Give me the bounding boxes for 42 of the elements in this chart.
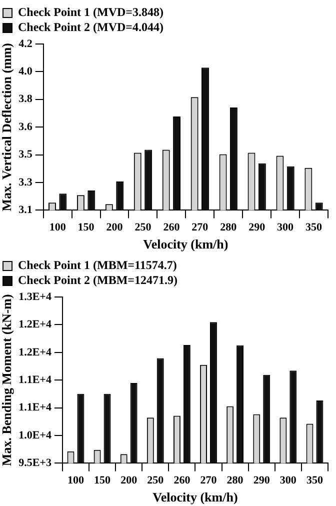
x-tick-label: 200 — [120, 474, 138, 487]
x-tick-label: 290 — [248, 222, 266, 234]
legend-label: Check Point 2 (MBM=12471.9) — [18, 273, 178, 288]
x-tick-label: 280 — [220, 222, 238, 234]
y-tick-label: 3.1 — [18, 204, 32, 216]
x-tick-label: 280 — [226, 474, 244, 487]
x-tick-label: 290 — [253, 474, 270, 487]
x-tick-label: 260 — [174, 474, 191, 487]
y-tick-label: 1.0E+4 — [18, 429, 52, 442]
x-tick-label: 350 — [306, 474, 324, 487]
y-tick-label: 1.3E+4 — [18, 290, 52, 303]
legend-label: Check Point 1 (MBM=11574.7) — [18, 258, 177, 272]
x-tick-label: 270 — [200, 474, 218, 487]
x-tick-label: 100 — [67, 474, 84, 487]
x-axis-title: Velocity (km/h) — [152, 490, 238, 505]
x-tick-label: 200 — [106, 222, 124, 234]
x-tick-label: 250 — [147, 474, 164, 487]
x-tick-label: 260 — [163, 222, 180, 234]
y-tick-label: 4.0 — [18, 66, 33, 78]
x-tick-label: 300 — [280, 474, 297, 487]
y-tick-label: 1.2E+4 — [18, 346, 52, 358]
y-tick-label: 9.5E+3 — [18, 457, 52, 470]
y-tick-label: 1.1E+4 — [18, 374, 52, 386]
x-tick-label: 350 — [306, 222, 323, 234]
x-tick-label: 300 — [277, 222, 294, 234]
y-tick-label: 3.8 — [18, 93, 33, 106]
legend-label: Check Point 1 (MVD=3.848) — [18, 5, 164, 20]
x-tick-label: 150 — [94, 474, 112, 487]
x-tick-label: 100 — [49, 222, 66, 234]
y-tick-label: 3.5 — [18, 148, 33, 161]
y-tick-label: 1.1E+4 — [18, 402, 52, 414]
x-tick-label: 250 — [134, 222, 152, 234]
legend-label: Check Point 2 (MVD=4.044) — [18, 20, 164, 34]
y-tick-label: 3.6 — [18, 120, 33, 133]
y-tick-label: 3.3 — [18, 176, 33, 188]
y-axis-title: Max. Bending Moment (kN-m) — [0, 294, 14, 466]
x-axis-title: Velocity (km/h) — [143, 236, 228, 252]
x-tick-label: 270 — [192, 222, 209, 234]
y-tick-label: 1.2E+4 — [18, 318, 52, 331]
y-axis-title: Max. Vertical Deflection (mm) — [0, 42, 14, 212]
y-tick-label: 4.2 — [18, 38, 33, 50]
x-tick-label: 150 — [78, 222, 95, 234]
